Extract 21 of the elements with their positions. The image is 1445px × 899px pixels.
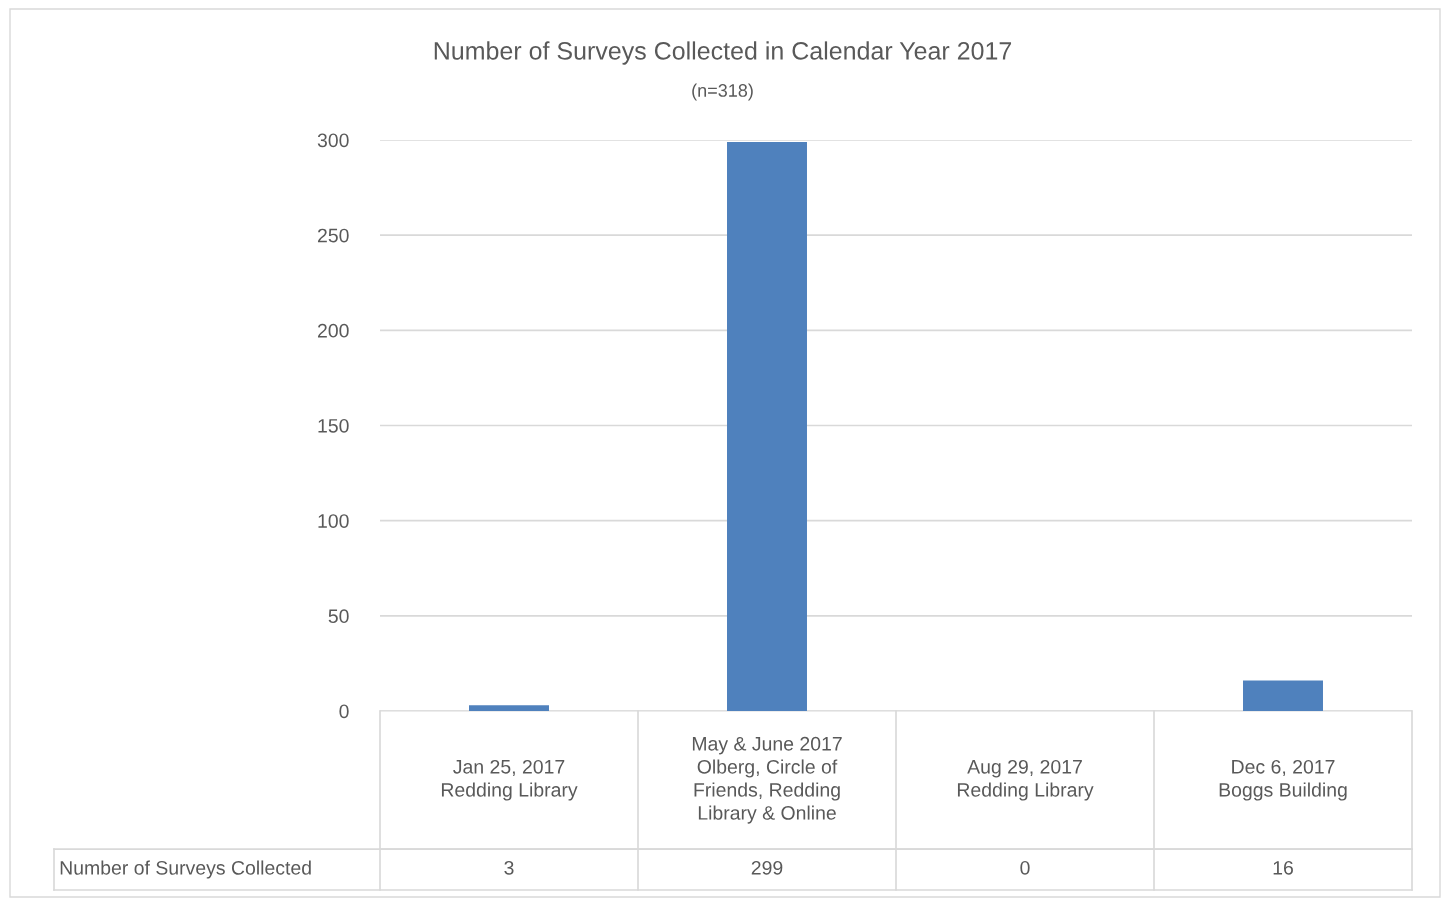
x-tick-label: Aug 29, 2017 Redding Library bbox=[957, 759, 1094, 801]
y-tick-label: 150 bbox=[318, 418, 349, 433]
y-tick-label: 50 bbox=[328, 609, 349, 624]
x-tick-label: Jan 25, 2017 Redding Library bbox=[441, 759, 578, 801]
chart-title: Number of Surveys Collected in Calendar Year 2017 bbox=[434, 41, 1012, 65]
data-label: 299 bbox=[751, 860, 783, 875]
bar bbox=[1243, 680, 1323, 711]
data-label: 0 bbox=[1020, 860, 1030, 875]
y-tick-label: 200 bbox=[317, 323, 349, 338]
bar bbox=[469, 705, 549, 711]
chart-subtitle: (n=318) bbox=[692, 83, 753, 101]
data-label: 3 bbox=[504, 860, 514, 875]
bar bbox=[727, 141, 807, 711]
text: Number of Surveys Collected bbox=[60, 860, 311, 879]
x-tick-label: Dec 6, 2017 Boggs Building bbox=[1219, 759, 1347, 801]
y-tick-label: 300 bbox=[317, 133, 349, 148]
y-tick-label: 0 bbox=[339, 704, 349, 719]
x-tick-label: May & June 2017 Olberg, Circle of Friends, Redding Library & Online bbox=[692, 736, 842, 824]
y-tick-label: 250 bbox=[317, 228, 349, 243]
y-tick-label: 100 bbox=[318, 514, 349, 528]
data-label: 16 bbox=[1273, 860, 1293, 875]
